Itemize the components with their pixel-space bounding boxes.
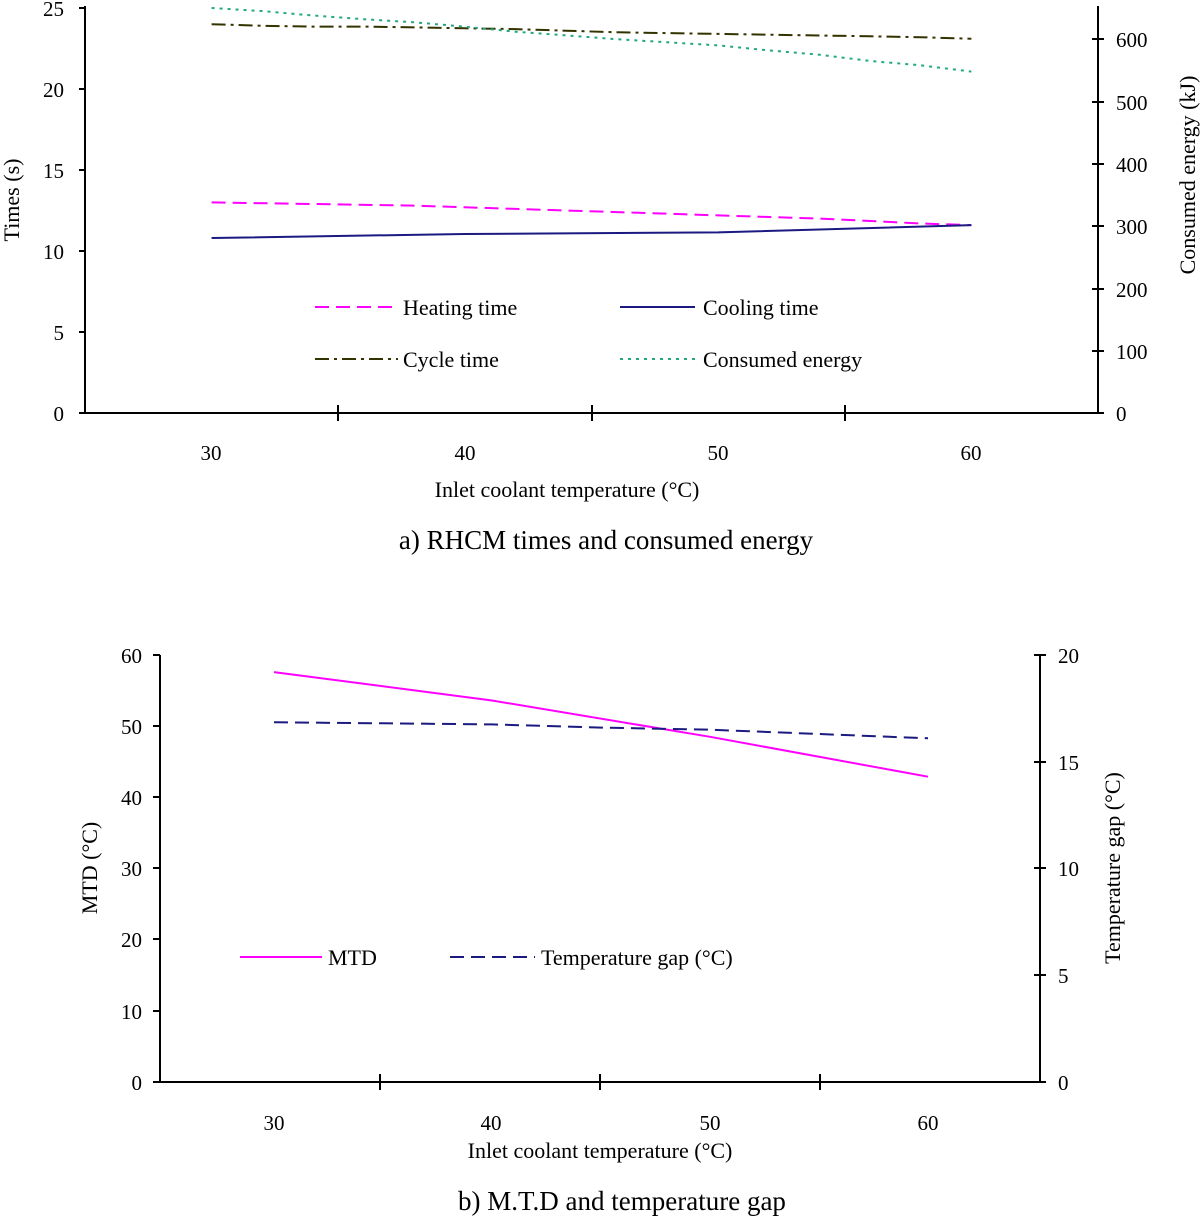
legend-label-temperature-gap: Temperature gap (°C) <box>541 945 733 970</box>
chart-b-y-tick-labels: 0 10 20 30 40 50 60 <box>121 644 142 1095</box>
chart-b: 0 10 20 30 40 50 60 0 5 10 15 20 30 40 5… <box>77 644 1125 1216</box>
series-line-temperature-gap-c <box>273 721 929 740</box>
y2-tick-label: 100 <box>1116 340 1148 364</box>
y2-tick-label: 10 <box>1058 857 1079 881</box>
chart-a-y-axis-label: Times (s) <box>0 159 24 242</box>
series-line-cycle-time <box>211 23 972 40</box>
chart-b-y2-ticks <box>1034 654 1046 1083</box>
y-tick-label: 40 <box>121 786 142 810</box>
y2-tick-label: 400 <box>1116 153 1148 177</box>
chart-b-legend: MTD Temperature gap (°C) <box>240 945 733 970</box>
y-tick-label: 0 <box>54 402 65 426</box>
y2-tick-label: 5 <box>1058 964 1069 988</box>
chart-b-x-axis-label: Inlet coolant temperature (°C) <box>468 1138 733 1163</box>
y-tick-label: 60 <box>121 644 142 668</box>
chart-b-x-tick-labels: 30 40 50 60 <box>264 1111 939 1135</box>
chart-a-y-tick-labels: 0 5 10 15 20 25 <box>43 0 64 426</box>
legend-label-consumed-energy: Consumed energy <box>703 347 862 372</box>
legend-label-mtd: MTD <box>328 945 377 970</box>
y-tick-label: 20 <box>43 78 64 102</box>
y-tick-label: 5 <box>54 321 65 345</box>
legend-label-cycle-time: Cycle time <box>403 347 499 372</box>
legend-label-cooling-time: Cooling time <box>703 295 819 320</box>
y2-tick-label: 600 <box>1116 28 1148 52</box>
chart-b-caption: b) M.T.D and temperature gap <box>458 1186 786 1216</box>
chart-b-series-layer <box>273 671 929 778</box>
chart-a: 0 5 10 15 20 25 0 100 200 300 400 500 60… <box>0 0 1200 555</box>
series-line-mtd <box>273 671 929 778</box>
chart-a-series-layer <box>211 7 972 239</box>
chart-a-x-ticks <box>337 405 846 421</box>
chart-a-y-ticks <box>79 7 85 414</box>
chart-a-x-tick-labels: 30 40 50 60 <box>201 441 982 465</box>
x-tick-label: 40 <box>455 441 476 465</box>
chart-b-y-ticks <box>153 654 160 1083</box>
y-tick-label: 20 <box>121 928 142 952</box>
y2-tick-label: 200 <box>1116 278 1148 302</box>
chart-a-y2-ticks <box>1092 38 1104 414</box>
x-tick-label: 40 <box>481 1111 502 1135</box>
y2-tick-label: 15 <box>1058 751 1079 775</box>
chart-a-legend: Heating time Cooling time Cycle time Con… <box>315 295 862 372</box>
y-tick-label: 10 <box>43 240 64 264</box>
y-tick-label: 30 <box>121 857 142 881</box>
chart-b-x-ticks <box>379 1074 821 1090</box>
series-line-heating-time <box>211 201 972 227</box>
chart-b-y2-axis-label: Temperature gap (°C) <box>1100 772 1125 964</box>
y2-tick-label: 0 <box>1116 402 1127 426</box>
x-tick-label: 30 <box>264 1111 285 1135</box>
y-tick-label: 25 <box>43 0 64 21</box>
series-line-consumed-energy <box>211 7 972 73</box>
y-tick-label: 50 <box>121 715 142 739</box>
x-tick-label: 50 <box>700 1111 721 1135</box>
y2-tick-label: 0 <box>1058 1071 1069 1095</box>
chart-b-y2-tick-labels: 0 5 10 15 20 <box>1058 644 1079 1095</box>
y-tick-label: 10 <box>121 1000 142 1024</box>
x-tick-label: 60 <box>918 1111 939 1135</box>
x-tick-label: 50 <box>708 441 729 465</box>
chart-a-caption: a) RHCM times and consumed energy <box>399 525 814 555</box>
y2-tick-label: 300 <box>1116 215 1148 239</box>
y-tick-label: 0 <box>132 1071 143 1095</box>
x-tick-label: 60 <box>961 441 982 465</box>
x-tick-label: 30 <box>201 441 222 465</box>
y2-tick-label: 500 <box>1116 91 1148 115</box>
series-line-cooling-time <box>211 224 972 239</box>
chart-a-y2-tick-labels: 0 100 200 300 400 500 600 <box>1116 28 1148 426</box>
chart-b-y-axis-label: MTD (°C) <box>77 822 102 915</box>
y-tick-label: 15 <box>43 159 64 183</box>
chart-a-y2-axis-label: Consumed energy (kJ) <box>1175 76 1200 275</box>
y2-tick-label: 20 <box>1058 644 1079 668</box>
legend-label-heating-time: Heating time <box>403 295 517 320</box>
chart-a-x-axis-label: Inlet coolant temperature (°C) <box>435 477 700 502</box>
